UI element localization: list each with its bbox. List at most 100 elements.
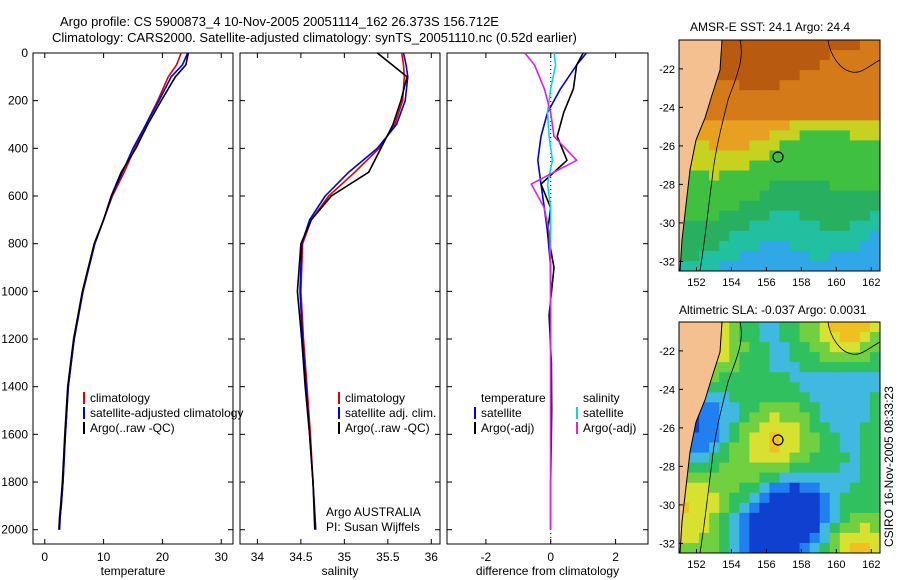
y-tick-label: 0 [21, 46, 28, 60]
map-cell [759, 250, 771, 262]
map-cell [689, 210, 700, 222]
salinity-legend: climatology satellite adj. clim. Argo(..… [326, 391, 436, 534]
map-cell [739, 170, 750, 182]
map-cell [749, 452, 760, 464]
map-cell [699, 250, 710, 262]
map-cell [689, 240, 700, 252]
map-cell [769, 332, 781, 343]
map-cell [689, 160, 700, 172]
y-tick-label: 600 [8, 189, 28, 203]
map-cell [819, 472, 831, 484]
map-cell [689, 512, 700, 524]
map-cell [739, 432, 750, 444]
map-cell [739, 362, 750, 373]
map-cell [829, 90, 841, 101]
map-cell [799, 492, 811, 504]
map-cell [799, 382, 811, 393]
map-cell [819, 442, 831, 454]
sst-profile-marker [772, 151, 784, 163]
map-cell [849, 120, 861, 131]
map-cell [749, 120, 760, 131]
plot-frame [239, 52, 441, 545]
map-cell [799, 462, 811, 474]
map-cell [779, 60, 791, 71]
map-cell [719, 482, 730, 494]
map-cell [869, 362, 880, 373]
plot-frame [32, 52, 234, 545]
map-cell [759, 60, 771, 71]
map-cell [859, 90, 871, 101]
map-cell [809, 120, 821, 131]
map-cell [839, 210, 851, 222]
map-cell [849, 110, 861, 121]
sla-profile-marker [772, 434, 784, 446]
map-cell [759, 492, 771, 504]
map-cell [809, 322, 821, 333]
map-cell [749, 220, 760, 232]
map-cell [869, 120, 880, 131]
map-cell [689, 150, 700, 162]
map-cell [849, 432, 861, 444]
map-cell [739, 180, 750, 192]
map-cell [859, 392, 871, 403]
map-cell [779, 372, 791, 383]
map-cell [679, 532, 690, 544]
map-cell [739, 80, 750, 91]
map-cell [859, 190, 871, 202]
map-cell [749, 70, 760, 81]
map-cell [749, 200, 760, 212]
map-cell [819, 492, 831, 504]
map-cell [759, 422, 771, 434]
map-cell [769, 482, 781, 494]
map-cell [779, 80, 791, 91]
map-cell [779, 90, 791, 101]
map-cell [739, 392, 750, 403]
map-cell [829, 392, 841, 403]
map-cell [819, 260, 831, 271]
map-cell [709, 512, 720, 524]
map-cell [869, 432, 880, 444]
map-cell [859, 170, 871, 182]
map-cell [759, 542, 771, 553]
map-cell [699, 260, 710, 271]
map-y-tick-label: -22 [659, 64, 675, 76]
map-cell [759, 100, 771, 111]
sst-land [679, 40, 722, 271]
map-cell [719, 432, 730, 444]
map-cell [779, 452, 791, 464]
map-cell [819, 402, 831, 413]
map-cell [809, 70, 821, 81]
map-cell [839, 462, 851, 474]
map-cell [819, 50, 831, 61]
map-cell [869, 90, 880, 101]
map-cell [819, 382, 831, 393]
x-tick-label: 36 [425, 550, 439, 564]
map-cell [829, 462, 841, 474]
map-cell [729, 230, 740, 242]
map-cell [759, 170, 771, 182]
map-cell [849, 422, 861, 434]
map-cell [779, 180, 791, 192]
map-cell [769, 70, 781, 81]
map-cell [839, 50, 851, 61]
map-cell [719, 200, 730, 212]
map-cell [849, 160, 861, 172]
map-cell [839, 412, 851, 424]
map-y-tick-label: -26 [659, 141, 675, 153]
map-cell [859, 60, 871, 71]
map-cell [789, 240, 801, 252]
map-cell [799, 50, 811, 61]
map-cell [759, 190, 771, 202]
map-cell [789, 60, 801, 71]
map-cell [739, 462, 750, 474]
map-cell [779, 352, 791, 363]
map-cell [729, 512, 740, 524]
map-cell [739, 442, 750, 454]
map-cell [709, 502, 720, 514]
map-cell [729, 392, 740, 403]
map-cell [809, 482, 821, 494]
map-cell [719, 40, 730, 51]
map-cell [739, 532, 750, 544]
map-cell [859, 332, 871, 343]
x-tick-label: 20 [156, 550, 170, 564]
